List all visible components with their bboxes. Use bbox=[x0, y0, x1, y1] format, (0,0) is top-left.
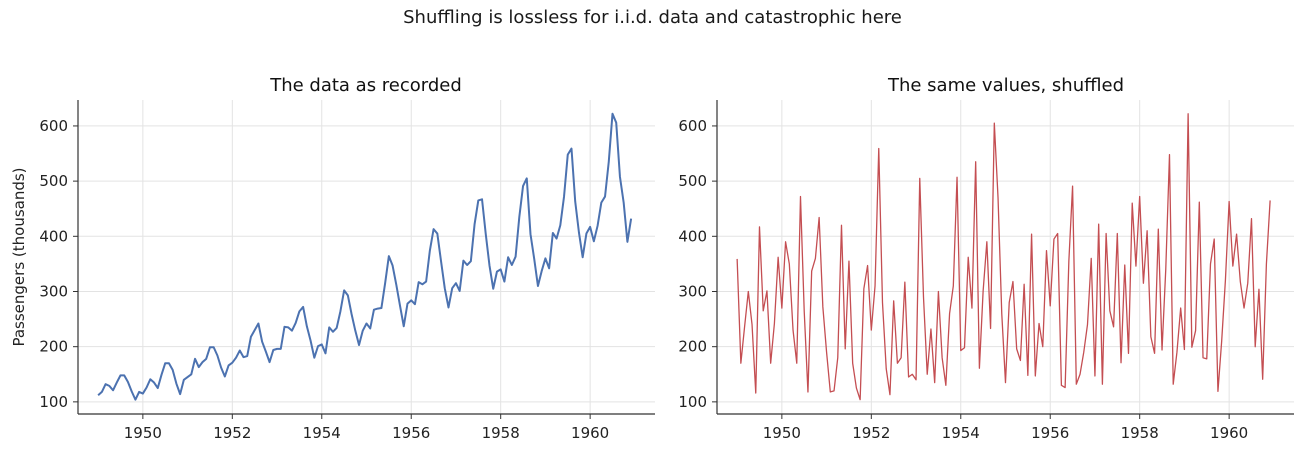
right-xtick-label: 1960 bbox=[1210, 424, 1248, 442]
right-xtick-label: 1954 bbox=[942, 424, 980, 442]
right-ytick-label: 600 bbox=[678, 117, 707, 135]
right-panel-axes bbox=[716, 100, 1294, 415]
right-panel-grid bbox=[717, 100, 1294, 414]
left-panel-axes bbox=[77, 100, 655, 415]
left-ytick-label: 400 bbox=[39, 227, 68, 245]
left-xtick-label: 1954 bbox=[303, 424, 341, 442]
left-ytick-label: 100 bbox=[39, 393, 68, 411]
left-ytick-label: 500 bbox=[39, 172, 68, 190]
right-ytick-label: 400 bbox=[678, 227, 707, 245]
left-series-line bbox=[97, 112, 633, 401]
right-xtick-label: 1950 bbox=[763, 424, 801, 442]
right-panel: The same values, shuffled 1950 1952 1954 19… bbox=[678, 75, 1294, 442]
right-ytick-label: 200 bbox=[678, 338, 707, 356]
left-ytick-label: 200 bbox=[39, 338, 68, 356]
right-panel-title: The same values, shuffled bbox=[887, 75, 1124, 96]
left-panel-ylabel: Passengers (thousands) bbox=[10, 167, 28, 346]
left-xtick-label: 1960 bbox=[571, 424, 609, 442]
left-panel-grid bbox=[78, 100, 655, 414]
left-panel: The data as recorded Passengers (thousan… bbox=[10, 75, 655, 442]
left-xtick-label: 1952 bbox=[213, 424, 251, 442]
right-panel-series bbox=[736, 113, 1271, 401]
left-xtick-label: 1958 bbox=[482, 424, 520, 442]
left-panel-ticks: 1950 1952 1954 1956 1958 1960 100 200 300 400 500 6… bbox=[39, 117, 609, 442]
left-xtick-label: 1950 bbox=[124, 424, 162, 442]
figure-suptitle: Shuffling is lossless for i.i.d. data an… bbox=[403, 7, 902, 28]
left-ytick-label: 300 bbox=[39, 282, 68, 300]
right-panel-ticks: 1950 1952 1954 1956 1958 1960 100 200 300 400 500 6… bbox=[678, 117, 1248, 442]
right-xtick-label: 1956 bbox=[1031, 424, 1069, 442]
left-xtick-label: 1956 bbox=[392, 424, 430, 442]
right-series-line bbox=[736, 113, 1271, 401]
right-xtick-label: 1952 bbox=[852, 424, 890, 442]
right-xtick-label: 1958 bbox=[1121, 424, 1159, 442]
left-panel-series bbox=[97, 112, 633, 401]
right-ytick-label: 500 bbox=[678, 172, 707, 190]
left-panel-title: The data as recorded bbox=[269, 75, 462, 96]
left-ytick-label: 600 bbox=[39, 117, 68, 135]
right-ytick-label: 300 bbox=[678, 282, 707, 300]
right-ytick-label: 100 bbox=[678, 393, 707, 411]
